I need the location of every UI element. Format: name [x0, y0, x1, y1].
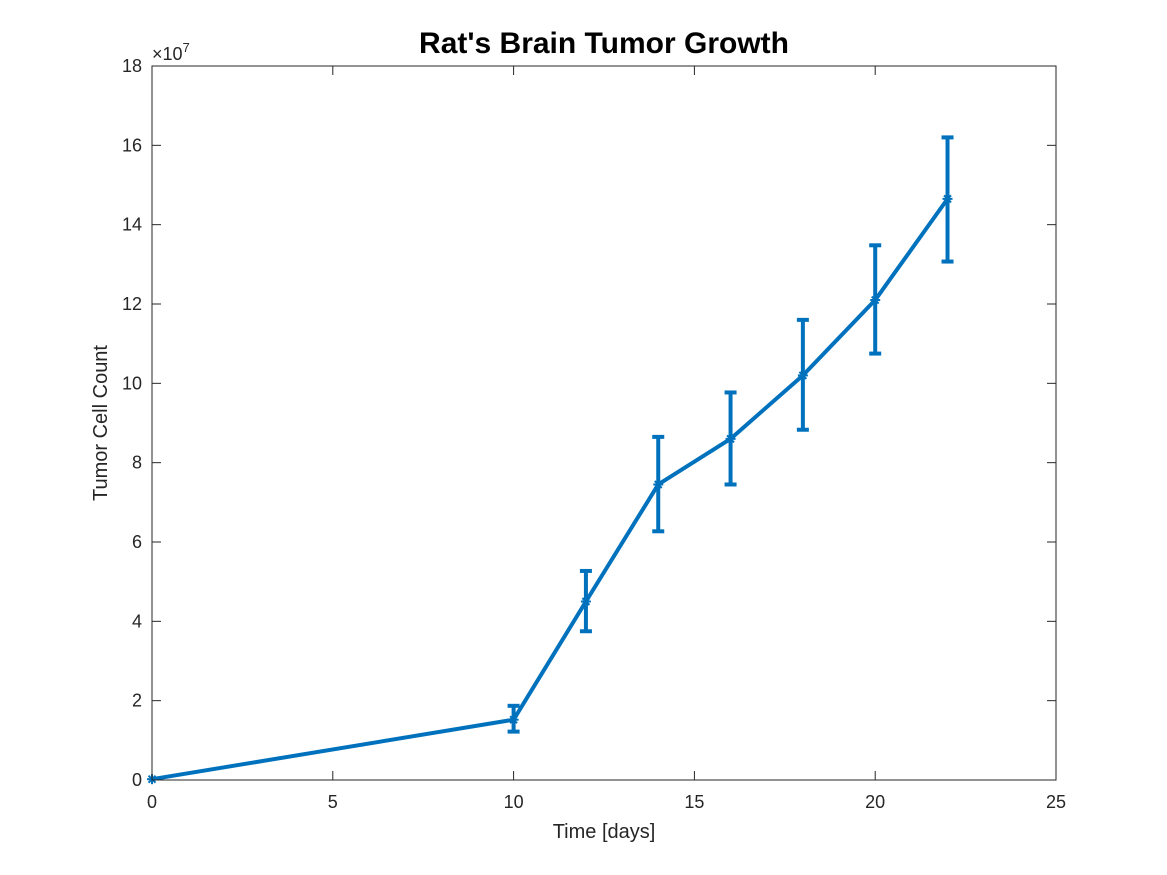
- data-point: [508, 714, 519, 725]
- marker-stroke: [726, 434, 735, 444]
- x-tick-label: 10: [504, 792, 524, 812]
- x-axis-ticks: 0 5 10 15 20 25: [147, 66, 1066, 812]
- data-point: [725, 433, 736, 444]
- data-point: [942, 193, 953, 204]
- y-tick-label: 0: [132, 770, 142, 790]
- series-layer: [147, 135, 954, 785]
- marker-stroke: [798, 371, 808, 380]
- x-tick-label: 5: [328, 792, 338, 812]
- data-point: [653, 479, 664, 490]
- x-tick-label: 0: [147, 792, 157, 812]
- y-tick-label: 4: [132, 611, 142, 631]
- plot-area-background: [152, 66, 1056, 780]
- data-point: [870, 295, 881, 306]
- y-tick-label: 6: [132, 532, 142, 552]
- x-tick-label: 25: [1046, 792, 1066, 812]
- x-tick-label: 15: [684, 792, 704, 812]
- marker-stroke: [654, 480, 663, 489]
- marker-stroke: [581, 597, 591, 606]
- axes-box: [151, 65, 1057, 781]
- y-tick-label: 10: [122, 373, 142, 393]
- chart-title: Rat's Brain Tumor Growth: [419, 27, 789, 60]
- y-tick-label: 12: [122, 294, 142, 314]
- series-line: [151, 197, 950, 782]
- data-point: [580, 596, 591, 607]
- y-tick-label: 8: [132, 453, 142, 473]
- y-exponent-label: ×107: [152, 40, 190, 64]
- marker-stroke: [943, 194, 952, 204]
- y-tick-label: 2: [132, 691, 142, 711]
- y-axis-label: Tumor Cell Count: [90, 345, 112, 501]
- y-exponent-power: 7: [183, 40, 190, 55]
- y-axis-ticks: 0 2 4 6 8 10 12 14 16 18: [122, 56, 1056, 790]
- data-point: [797, 370, 808, 381]
- y-tick-label: 18: [122, 56, 142, 76]
- y-exponent-base: ×10: [152, 44, 183, 64]
- y-tick-label: 16: [122, 135, 142, 155]
- marker-stroke: [870, 295, 880, 305]
- x-tick-label: 20: [865, 792, 885, 812]
- y-tick-label: 14: [122, 215, 142, 235]
- marker-stroke: [509, 715, 518, 724]
- x-axis-label: Time [days]: [553, 821, 656, 843]
